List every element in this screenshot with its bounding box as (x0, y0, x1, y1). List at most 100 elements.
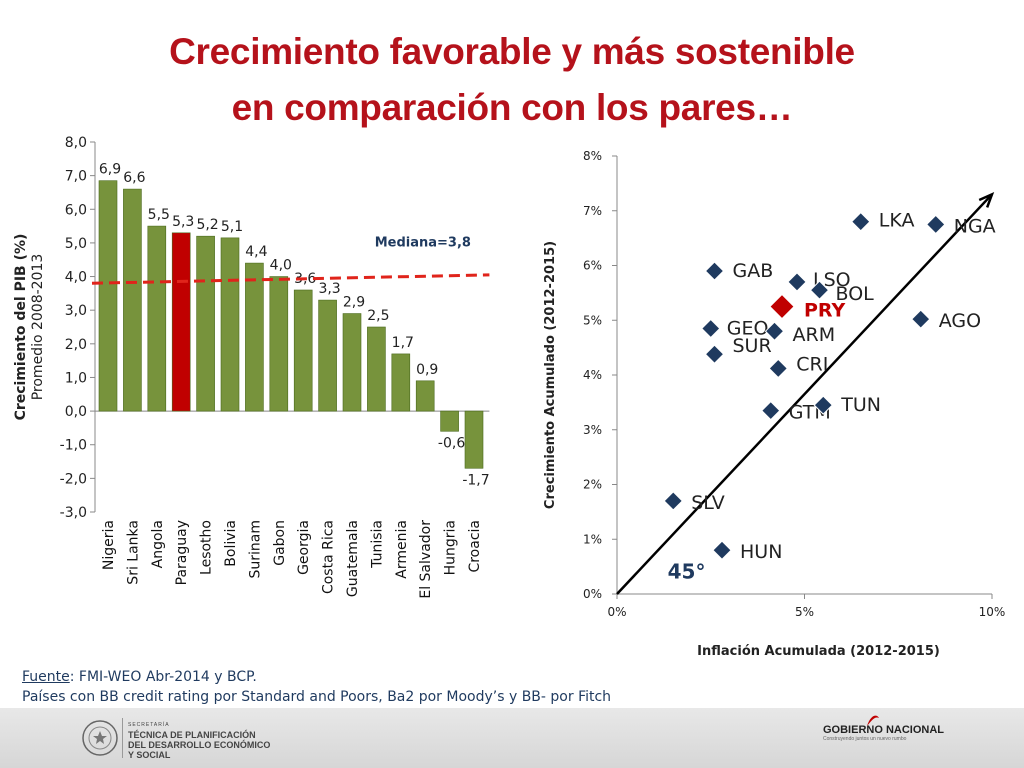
bar-category-label: Lesotho (199, 520, 215, 575)
scatter-point (851, 211, 871, 232)
scatter-point (704, 344, 725, 364)
scatter-point-label: SLV (691, 492, 725, 514)
gobierno-sub: Construyendo juntos un nuevo rumbo (823, 736, 907, 742)
scatter-x-tick-label: 10% (979, 605, 1006, 619)
scatter-point (769, 293, 795, 320)
scatter-y-tick-label: 5% (583, 313, 602, 327)
scatter-point (809, 280, 830, 300)
scatter-y-title: Crecimiento Acumulado (2012-2015) (543, 241, 558, 509)
bar-data-label: 4,0 (270, 258, 292, 274)
bar-data-label: 6,9 (99, 162, 121, 178)
gobierno-name: GOBIERNO NACIONAL (823, 724, 944, 736)
scatter-point-label: BOL (836, 283, 875, 305)
bar-data-label: 2,5 (367, 308, 389, 324)
scatter-point-label: TUN (840, 394, 881, 416)
bar-y-tick-label: 6,0 (65, 202, 87, 218)
scatter-x-tick-label: 5% (795, 605, 814, 619)
bar-category-label: Paraguay (174, 520, 190, 585)
scatter-x-tick-label: 0% (607, 605, 626, 619)
bar-category-label: Georgia (296, 520, 312, 575)
bar (147, 225, 167, 412)
bar-data-label: 4,4 (245, 244, 267, 260)
source-text: : FMI-WEO Abr-2014 y BCP. (69, 669, 257, 685)
bar (391, 353, 411, 412)
scatter-y-tick-label: 2% (583, 478, 602, 492)
bar-category-label: Guatemala (345, 520, 361, 597)
bar-category-label: Armenia (394, 520, 410, 579)
bar-y-tick-label: 5,0 (65, 236, 87, 252)
bar-data-label: 5,1 (221, 219, 243, 235)
scatter-y-tick-label: 6% (583, 259, 602, 273)
scatter-point-label: AGO (939, 310, 981, 332)
angle-label: 45° (668, 560, 706, 584)
scatter-x-title: Inflación Acumulada (2012-2015) (697, 644, 940, 659)
bar-category-label: El Salvador (418, 520, 434, 599)
scatter-y-tick-label: 0% (583, 587, 602, 601)
bar-category-label: Sri Lanka (125, 520, 141, 585)
scatter-point-label: CRI (796, 353, 828, 375)
bar-y-tick-label: 0,0 (65, 404, 87, 420)
bar (171, 232, 191, 412)
median-line (91, 273, 490, 285)
secretaria-logo: SECRETARÍA TÉCNICA DE PLANIFICACIÓN DEL … (128, 720, 270, 760)
scatter-point (761, 400, 781, 421)
bar-category-label: Gabon (272, 520, 288, 566)
bar-y-subtitle: Promedio 2008-2013 (30, 254, 46, 401)
bar-category-label: Croacia (467, 520, 483, 573)
footer-bar: SECRETARÍA TÉCNICA DE PLANIFICACIÓN DEL … (0, 708, 1024, 768)
source-note: Fuente: FMI-WEO Abr-2014 y BCP. Países c… (22, 667, 611, 707)
gobierno-nacional-logo: GOBIERNO NACIONAL Construyendo juntos un… (823, 715, 944, 742)
scatter-point-label: ARM (793, 324, 836, 346)
scatter-point-label: LKA (879, 210, 915, 232)
slide-title: Crecimiento favorable y más sostenible e… (0, 24, 1024, 136)
scatter-y-tick-label: 1% (583, 532, 602, 546)
bar-data-label: 6,6 (123, 170, 145, 186)
bar-data-label: 3,3 (318, 281, 340, 297)
title-line-1: Crecimiento favorable y más sostenible (169, 31, 855, 72)
bar-category-label: Surinam (247, 520, 263, 579)
source-line2: Países con BB credit rating por Standard… (22, 689, 612, 705)
title-line-2: en comparación con los pares… (231, 87, 793, 128)
bar-category-label: Nigeria (101, 520, 117, 570)
bar-data-label: -1,7 (462, 472, 489, 488)
bar-y-tick-label: -2,0 (60, 471, 87, 487)
bar-category-label: Tunisia (369, 520, 385, 569)
bar (367, 326, 386, 412)
secretaria-line-2: DEL DESARROLLO ECONÓMICO (128, 740, 271, 750)
bar-y-title: Crecimiento del PIB (%) (13, 234, 29, 421)
bar-category-label: Bolivia (223, 520, 239, 567)
scatter-point (663, 491, 683, 511)
bar-data-label: 2,9 (343, 295, 365, 311)
secretaria-line-1: TÉCNICA DE PLANIFICACIÓN (128, 730, 256, 740)
scatter-point (704, 261, 725, 281)
bar (464, 410, 484, 469)
bar-category-label: Costa Rica (321, 520, 337, 594)
scatter-point (813, 395, 833, 415)
bar-data-label: 5,5 (148, 207, 170, 223)
bar (123, 188, 142, 412)
scatter-y-tick-label: 7% (583, 204, 602, 218)
scatter-point-label: PRY (804, 300, 846, 322)
scatter-point (764, 321, 785, 341)
bar-y-tick-label: 7,0 (65, 169, 87, 185)
diagonal-line (616, 193, 993, 595)
bar-y-tick-label: -3,0 (60, 505, 87, 521)
bar (415, 380, 435, 412)
scatter-point (712, 540, 732, 560)
scatter-point (926, 214, 946, 235)
scatter-point (787, 272, 807, 292)
scatter-point (911, 309, 931, 329)
scatter-y-tick-label: 8% (583, 149, 602, 163)
bar (220, 237, 240, 412)
bar (342, 313, 362, 412)
bar (196, 235, 215, 412)
gobierno-flag-icon (867, 715, 879, 726)
bar-y-tick-label: 3,0 (65, 303, 87, 319)
bar-y-tick-label: 8,0 (65, 135, 87, 151)
bar-data-label: 1,7 (392, 335, 414, 351)
scatter-point-label: NGA (954, 215, 996, 237)
scatter-point-label: GEO (727, 317, 769, 339)
bar-data-label: 0,9 (416, 362, 438, 378)
secretaria-small: SECRETARÍA (128, 722, 170, 728)
scatter-chart: 0% 1% 2% 3% 4% 5% 6% 7% 8% 0% 5% 10% Crecimiento Acu… (543, 149, 1006, 659)
